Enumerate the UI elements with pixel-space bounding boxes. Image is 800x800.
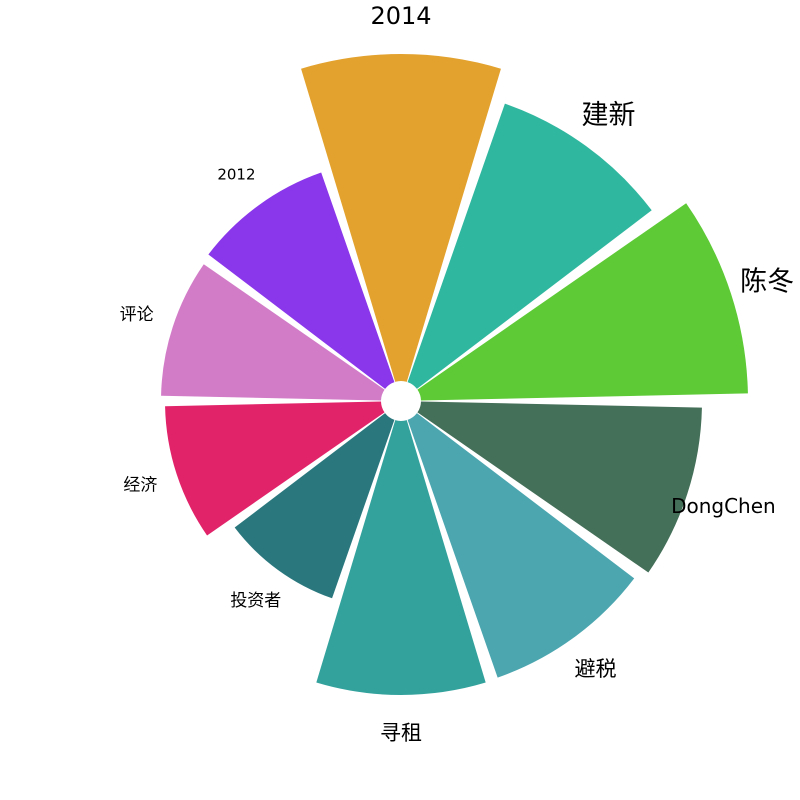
bar-item-5 [316, 420, 486, 695]
label-2012: 2012 [217, 165, 255, 183]
bar-item-1 [407, 103, 652, 389]
label-item-8: 评论 [120, 305, 154, 325]
bar-2014 [301, 53, 501, 382]
bar-2012 [208, 172, 395, 389]
bar-item-8 [161, 264, 385, 401]
label-dongchen: DongChen [671, 494, 776, 518]
label-item-2: 陈冬 [740, 267, 794, 298]
label-item-6: 投资者 [230, 591, 281, 611]
label-item-7: 经济 [123, 476, 157, 496]
label-item-5: 寻租 [380, 721, 422, 745]
label-2014: 2014 [370, 2, 431, 30]
bar-item-4 [407, 413, 635, 678]
label-item-4: 避税 [575, 657, 617, 681]
label-item-1: 建新 [581, 100, 635, 131]
bar-item-6 [234, 413, 395, 599]
bar-item-2 [417, 203, 748, 401]
bar-item-7 [165, 401, 385, 536]
bar-dongchen [417, 401, 702, 573]
